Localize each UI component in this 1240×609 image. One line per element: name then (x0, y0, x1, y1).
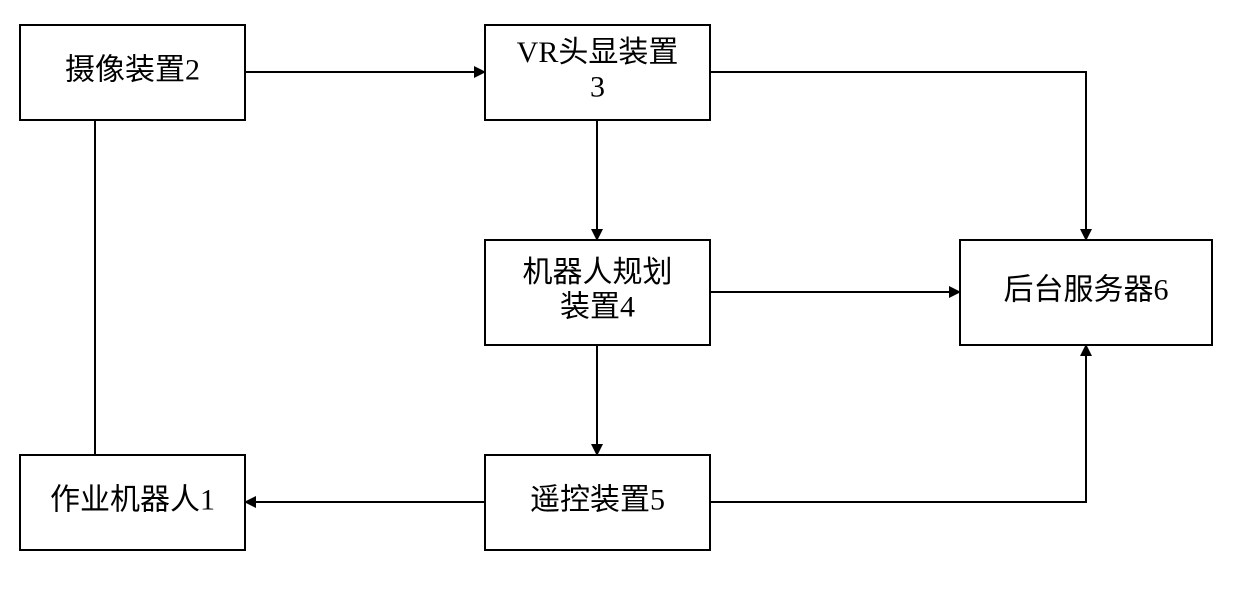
node-n5: 遥控装置5 (485, 455, 710, 550)
node-label-n4-line0: 机器人规划 (523, 256, 673, 289)
node-label-n2: 摄像装置2 (65, 53, 200, 86)
edge-n3-n6 (710, 72, 1086, 240)
node-n2: 摄像装置2 (20, 25, 245, 120)
node-label-n3-line1: 3 (590, 71, 605, 104)
node-label-n5: 遥控装置5 (530, 483, 665, 516)
nodes-group: 摄像装置2 VR头显装置3 机器人规划装置4 后台服务器6 作业机器人1 遥控装置5 (20, 25, 1212, 550)
edge-n5-n6 (710, 345, 1086, 502)
node-label-n6: 后台服务器6 (1004, 273, 1169, 306)
node-label-n1: 作业机器人1 (50, 483, 215, 516)
node-n4: 机器人规划装置4 (485, 240, 710, 345)
node-label-n4-line1: 装置4 (560, 291, 635, 324)
node-label-n3-line0: VR头显装置 (517, 36, 679, 69)
node-n3: VR头显装置3 (485, 25, 710, 120)
node-n6: 后台服务器6 (960, 240, 1212, 345)
node-n1: 作业机器人1 (20, 455, 245, 550)
